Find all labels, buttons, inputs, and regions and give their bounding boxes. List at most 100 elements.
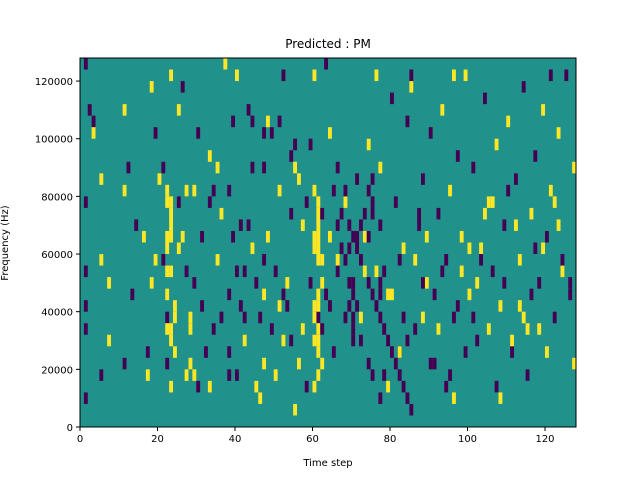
heatmap-cell [401,242,406,255]
heatmap-cell [273,369,278,381]
heatmap-cell [351,311,356,324]
heatmap-cell [273,265,278,278]
heatmap-cell [242,334,247,347]
heatmap-cell [343,254,348,266]
heatmap-cell [83,58,88,70]
heatmap-cell [165,196,170,208]
heatmap-cell [223,58,228,70]
heatmap-cell [401,380,406,393]
heatmap-cell [165,323,170,335]
heatmap-cell [293,403,298,416]
heatmap-cell [215,254,220,266]
heatmap-cell [266,230,270,243]
heatmap-cell [324,58,329,70]
heatmap-cell [149,277,154,289]
heatmap-cell [378,277,383,289]
heatmap-cell [405,115,410,128]
x-tick-label: 0 [77,434,83,445]
heatmap-cell [390,92,394,105]
heatmap-cell [502,219,507,231]
heatmap-cell [390,346,394,358]
heatmap-cell [514,173,518,185]
heatmap-cell [316,300,321,312]
heatmap-cell [165,311,170,324]
heatmap-cell [552,196,557,208]
heatmap-cell [347,300,352,312]
heatmap-cell [362,230,367,243]
heatmap-cell [211,323,216,335]
heatmap-cell [537,277,542,289]
heatmap-cell [413,323,418,335]
heatmap-cell [219,311,224,324]
heatmap-cell [494,138,499,151]
x-tick-label: 120 [535,434,554,445]
heatmap-cell [91,127,96,139]
heatmap-cell [83,300,88,312]
heatmap-cell [289,334,294,347]
heatmap-cell [308,138,313,151]
heatmap-cell [463,346,468,358]
heatmap-cell [176,196,181,208]
heatmap-cell [572,357,577,370]
heatmap-cell [169,69,174,82]
heatmap-cell [196,127,201,139]
heatmap-cell [192,369,197,381]
y-axis: 0 20000 40000 60000 80000 100000 120000 [35,77,80,434]
heatmap-cell [471,161,476,174]
y-tick-label: 40000 [41,308,73,319]
heatmap-cell [254,277,259,289]
heatmap-cell [316,334,321,347]
heatmap-cell [359,311,363,324]
heatmap-cell [533,150,538,162]
heatmap-cell [564,69,569,82]
heatmap-cell [316,207,321,220]
heatmap-cell [490,265,495,278]
heatmap-cell [297,357,301,370]
heatmap-cell [417,219,422,231]
heatmap-cell [351,288,356,301]
heatmap-cell [506,184,511,197]
heatmap-cell [552,311,557,324]
heatmap-cell [506,115,511,128]
heatmap-cell [475,334,480,347]
heatmap-cell [207,196,212,208]
heatmap-cell [235,265,239,278]
heatmap-cell [397,369,402,381]
heatmap-cell [312,334,317,347]
heatmap-cell [537,323,542,335]
heatmap-cell [475,277,480,289]
heatmap-cell [165,265,170,278]
heatmap-cell [378,288,383,301]
heatmap-cell [235,69,239,82]
heatmap-cell [432,357,437,370]
heatmap-cell [196,380,201,393]
heatmap-cell [219,207,224,220]
heatmap-cell [452,311,456,324]
heatmap-cell [359,334,363,347]
heatmap-cell [378,219,383,231]
heatmap-cell [169,230,174,243]
heatmap-cell [417,207,422,220]
heatmap-cell [173,311,177,324]
heatmap-cell [382,323,387,335]
heatmap-cell [490,196,495,208]
heatmap-cell [448,184,453,197]
heatmap-cell [347,219,352,231]
heatmap-cell [304,196,309,208]
heatmap-cell [351,230,356,243]
heatmap-cell [184,369,189,381]
heatmap-cell [335,219,340,231]
heatmap-cell [483,207,487,220]
heatmap-cell [568,288,573,301]
heatmap-cell [99,369,104,381]
heatmap-cell [529,207,534,220]
heatmap-cell [262,254,267,266]
heatmap-cell [258,311,263,324]
heatmap-cell [366,184,371,197]
heatmap-cell [211,184,216,197]
heatmap-cell [176,242,181,255]
heatmap-cell [258,392,263,404]
heatmap-cell [424,277,429,289]
heatmap-cell [83,196,88,208]
